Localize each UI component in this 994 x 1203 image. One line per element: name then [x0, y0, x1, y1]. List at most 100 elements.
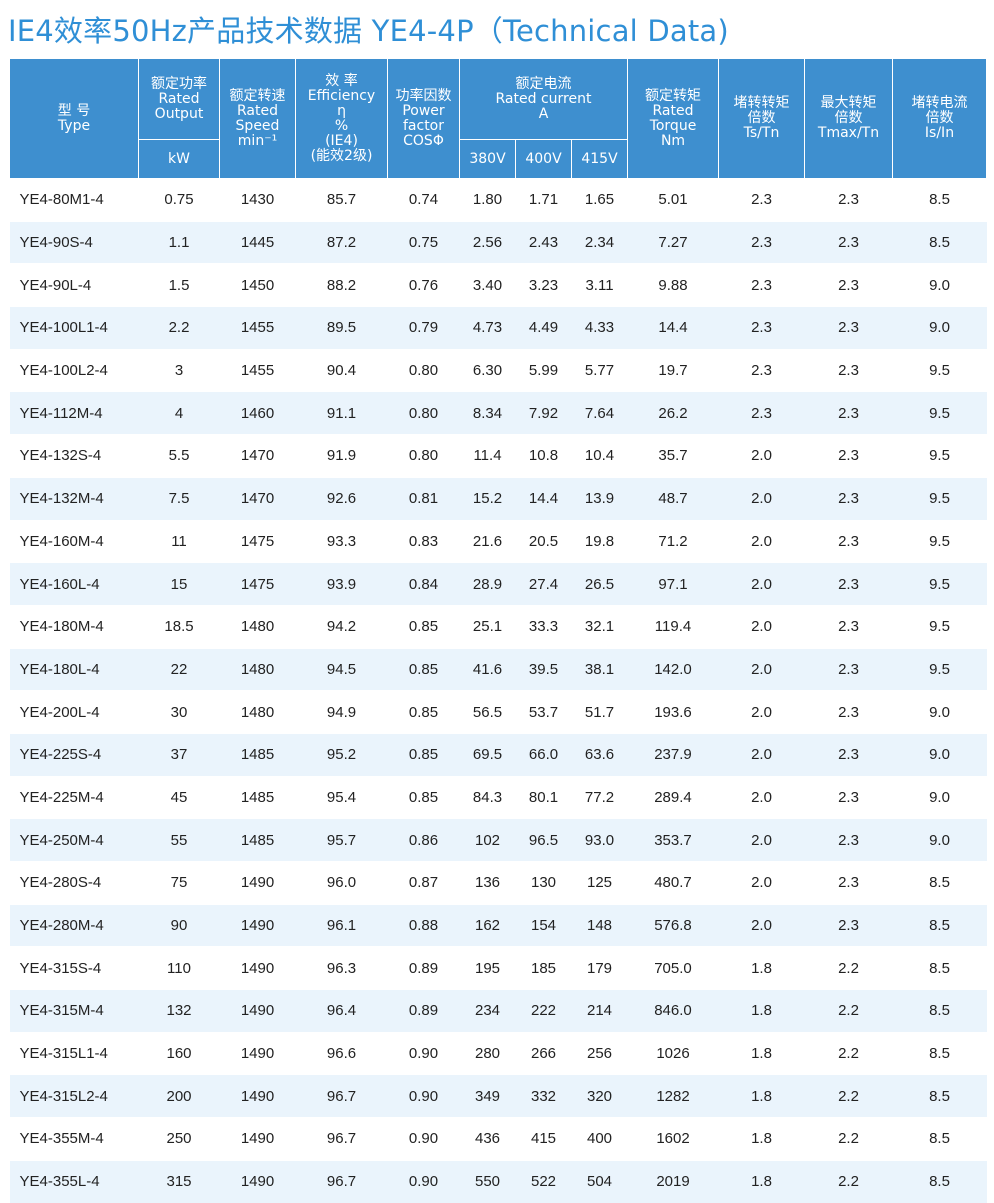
header-locked-rotor-torque-ratio: 堵转转矩 倍数 Ts/Tn — [718, 58, 805, 179]
cell-model: YE4-132S-4 — [9, 434, 139, 478]
cell-rated-torque: 97.1 — [627, 562, 719, 606]
cell-rated-torque: 1026 — [627, 1031, 719, 1075]
cell-model: YE4-90S-4 — [9, 220, 139, 264]
cell-current-400v: 5.99 — [515, 348, 572, 392]
cell-power-factor: 0.90 — [387, 1159, 460, 1203]
cell-current-400v: 130 — [515, 861, 572, 905]
cell-max-torque-ratio: 2.2 — [804, 1074, 893, 1118]
cell-rated-torque: 71.2 — [627, 519, 719, 563]
cell-locked-torque-ratio: 2.0 — [718, 732, 805, 777]
cell-rated-torque: 1282 — [627, 1074, 719, 1118]
cell-current-400v: 185 — [515, 946, 572, 990]
cell-current-380v: 280 — [459, 1031, 516, 1075]
cell-power-factor: 0.76 — [387, 263, 460, 307]
cell-locked-torque-ratio: 2.0 — [718, 690, 805, 734]
header-locked-rotor-current-ratio: 堵转电流 倍数 Is/In — [892, 58, 987, 179]
cell-rated-torque: 7.27 — [627, 220, 719, 264]
header-type: 型 号 Type — [9, 58, 139, 179]
cell-current-380v: 1.80 — [459, 178, 516, 222]
cell-rated-output: 132 — [138, 989, 220, 1033]
cell-locked-torque-ratio: 2.0 — [718, 562, 805, 606]
cell-rated-torque: 119.4 — [627, 604, 719, 649]
cell-locked-torque-ratio: 2.0 — [718, 647, 805, 691]
cell-rated-output: 4 — [138, 391, 220, 435]
cell-current-415v: 256 — [571, 1031, 628, 1075]
cell-locked-current-ratio: 8.5 — [892, 178, 987, 222]
cell-current-400v: 3.23 — [515, 263, 572, 307]
cell-current-415v: 214 — [571, 989, 628, 1033]
cell-power-factor: 0.85 — [387, 604, 460, 649]
cell-efficiency: 85.7 — [295, 178, 388, 222]
table-row: YE4-225M-4 45 1485 95.4 0.85 84.3 80.1 77.2 289.… — [9, 775, 987, 819]
header-max-torque-ratio: 最大转矩 倍数 Tmax/Tn — [804, 58, 893, 179]
cell-current-380v: 234 — [459, 989, 516, 1033]
cell-model: YE4-315L1-4 — [9, 1031, 139, 1075]
cell-current-415v: 10.4 — [571, 434, 628, 478]
cell-power-factor: 0.90 — [387, 1074, 460, 1118]
table-row: YE4-315M-4 132 1490 96.4 0.89 234 222 214 846.0 1… — [9, 989, 987, 1033]
cell-model: YE4-80M1-4 — [9, 178, 139, 222]
cell-model: YE4-225M-4 — [9, 775, 139, 819]
cell-rated-torque: 19.7 — [627, 348, 719, 392]
cell-locked-current-ratio: 9.5 — [892, 562, 987, 606]
cell-efficiency: 96.7 — [295, 1074, 388, 1118]
cell-current-400v: 53.7 — [515, 690, 572, 734]
cell-power-factor: 0.85 — [387, 775, 460, 819]
cell-power-factor: 0.85 — [387, 732, 460, 777]
cell-power-factor: 0.88 — [387, 903, 460, 947]
header-rated-output: 额定功率 Rated Output — [138, 58, 220, 140]
cell-locked-torque-ratio: 2.0 — [718, 861, 805, 905]
cell-rated-output: 3 — [138, 348, 220, 392]
cell-model: YE4-315S-4 — [9, 946, 139, 990]
cell-rated-speed: 1490 — [219, 1031, 296, 1075]
cell-current-400v: 10.8 — [515, 434, 572, 478]
cell-locked-current-ratio: 8.5 — [892, 1117, 987, 1161]
cell-current-380v: 349 — [459, 1074, 516, 1118]
cell-locked-current-ratio: 9.0 — [892, 690, 987, 734]
table-row: YE4-180M-4 18.5 1480 94.2 0.85 25.1 33.3 32.1 11… — [9, 604, 987, 649]
cell-current-380v: 11.4 — [459, 434, 516, 478]
cell-rated-torque: 142.0 — [627, 647, 719, 691]
cell-max-torque-ratio: 2.2 — [804, 1031, 893, 1075]
cell-current-415v: 93.0 — [571, 818, 628, 862]
cell-current-400v: 39.5 — [515, 647, 572, 691]
cell-current-380v: 56.5 — [459, 690, 516, 734]
cell-rated-speed: 1475 — [219, 519, 296, 563]
cell-rated-speed: 1450 — [219, 263, 296, 307]
cell-locked-current-ratio: 9.5 — [892, 348, 987, 392]
cell-rated-speed: 1485 — [219, 818, 296, 862]
cell-model: YE4-100L2-4 — [9, 348, 139, 392]
cell-current-415v: 19.8 — [571, 519, 628, 563]
cell-locked-current-ratio: 8.5 — [892, 903, 987, 947]
cell-current-400v: 96.5 — [515, 818, 572, 862]
cell-locked-torque-ratio: 2.3 — [718, 220, 805, 264]
header-415v: 415V — [571, 139, 628, 179]
cell-model: YE4-180M-4 — [9, 604, 139, 649]
cell-rated-torque: 480.7 — [627, 861, 719, 905]
cell-rated-output: 11 — [138, 519, 220, 563]
cell-locked-current-ratio: 9.5 — [892, 391, 987, 435]
cell-current-415v: 4.33 — [571, 306, 628, 350]
cell-current-415v: 32.1 — [571, 604, 628, 649]
header-rated-speed: 额定转速 Rated Speed min⁻¹ — [219, 58, 296, 179]
cell-rated-speed: 1490 — [219, 1117, 296, 1161]
cell-locked-current-ratio: 8.5 — [892, 1031, 987, 1075]
cell-max-torque-ratio: 2.3 — [804, 391, 893, 435]
cell-max-torque-ratio: 2.3 — [804, 690, 893, 734]
cell-max-torque-ratio: 2.3 — [804, 732, 893, 777]
cell-current-415v: 1.65 — [571, 178, 628, 222]
cell-locked-torque-ratio: 2.0 — [718, 604, 805, 649]
table-row: YE4-225S-4 37 1485 95.2 0.85 69.5 66.0 63.6 237.… — [9, 732, 987, 777]
cell-efficiency: 95.2 — [295, 732, 388, 777]
cell-rated-torque: 9.88 — [627, 263, 719, 307]
cell-rated-speed: 1475 — [219, 562, 296, 606]
table-header: 型 号 Type 额定功率 Rated Output 额定转速 Rated Sp… — [9, 58, 987, 179]
cell-rated-torque: 237.9 — [627, 732, 719, 777]
cell-max-torque-ratio: 2.3 — [804, 604, 893, 649]
cell-max-torque-ratio: 2.2 — [804, 1117, 893, 1161]
cell-locked-torque-ratio: 2.3 — [718, 306, 805, 350]
cell-efficiency: 89.5 — [295, 306, 388, 350]
cell-power-factor: 0.86 — [387, 818, 460, 862]
header-output-unit: kW — [138, 139, 220, 179]
header-rated-torque: 额定转矩 Rated Torque Nm — [627, 58, 719, 179]
